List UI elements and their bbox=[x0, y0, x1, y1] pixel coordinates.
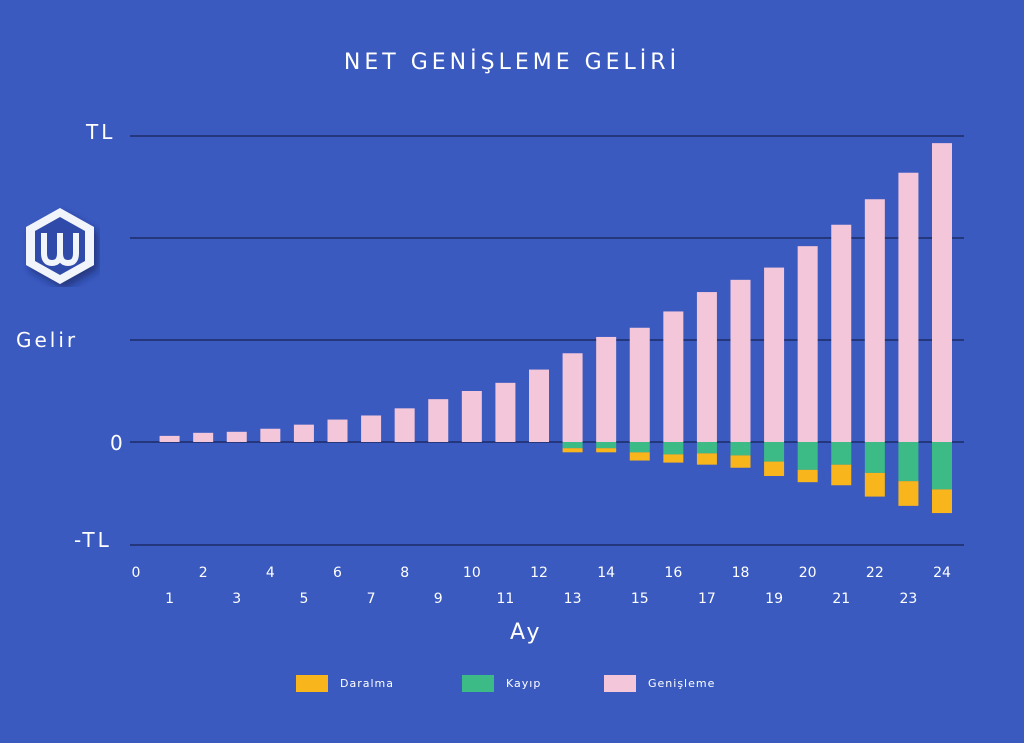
bar-genisleme bbox=[864, 199, 885, 442]
x-tick-label: 4 bbox=[266, 565, 275, 581]
bar-genisleme bbox=[495, 382, 516, 442]
bar-genisleme bbox=[696, 292, 717, 442]
x-tick-label: 6 bbox=[333, 565, 342, 581]
bar-genisleme bbox=[730, 279, 751, 442]
bar-daralma bbox=[596, 448, 617, 453]
bar-daralma bbox=[898, 481, 919, 506]
bar-genisleme bbox=[327, 419, 348, 442]
bars bbox=[159, 143, 952, 514]
x-tick-label: 16 bbox=[664, 565, 682, 581]
bar-genisleme bbox=[663, 311, 684, 442]
legend-label-genisleme: Genişleme bbox=[648, 677, 716, 690]
x-tick-label: 10 bbox=[463, 565, 481, 581]
bar-genisleme bbox=[898, 172, 919, 442]
bar-genisleme bbox=[797, 246, 818, 442]
x-tick-label: 12 bbox=[530, 565, 548, 581]
bar-genisleme bbox=[260, 428, 281, 442]
x-tick-label: 20 bbox=[799, 565, 817, 581]
y-tick-top: TL bbox=[86, 120, 116, 144]
legend-swatch-genisleme bbox=[604, 675, 636, 692]
bar-daralma bbox=[797, 469, 818, 483]
bar-genisleme bbox=[159, 435, 180, 442]
bar-daralma bbox=[831, 464, 852, 486]
bar-genisleme bbox=[562, 353, 583, 442]
bar-kayip bbox=[663, 442, 684, 455]
legend-swatch-daralma bbox=[296, 675, 328, 692]
bar-daralma bbox=[562, 448, 583, 453]
bar-genisleme bbox=[932, 143, 952, 442]
chart-title: NET GENİŞLEME GELİRİ bbox=[343, 50, 681, 75]
bar-daralma bbox=[932, 489, 952, 514]
x-tick-label: 15 bbox=[631, 591, 649, 607]
legend-label-kayip: Kayıp bbox=[506, 677, 542, 690]
x-tick-label: 13 bbox=[564, 591, 582, 607]
bar-daralma bbox=[663, 454, 684, 463]
legend-genisleme: Genişleme bbox=[604, 675, 715, 692]
bar-kayip bbox=[797, 442, 818, 470]
x-tick-label: 17 bbox=[698, 591, 716, 607]
x-tick-label: 24 bbox=[933, 565, 951, 581]
bar-kayip bbox=[764, 442, 785, 462]
x-axis-label: Ay bbox=[510, 620, 543, 645]
bar-genisleme bbox=[193, 432, 214, 442]
bar-daralma bbox=[864, 472, 885, 497]
legend-kayip: Kayıp bbox=[462, 675, 541, 692]
bar-genisleme bbox=[629, 327, 650, 442]
x-tick-label: 19 bbox=[765, 591, 783, 607]
x-tick-label: 14 bbox=[597, 565, 615, 581]
bar-kayip bbox=[596, 442, 617, 449]
y-tick-bottom: -TL bbox=[74, 528, 112, 552]
brand-logo-icon bbox=[26, 208, 94, 284]
bar-genisleme bbox=[596, 336, 617, 442]
x-tick-label: 8 bbox=[400, 565, 409, 581]
bar-daralma bbox=[764, 461, 785, 476]
x-tick-label: 21 bbox=[832, 591, 850, 607]
x-tick-label: 11 bbox=[497, 591, 515, 607]
bar-kayip bbox=[831, 442, 852, 465]
bar-kayip bbox=[696, 442, 717, 454]
bar-genisleme bbox=[428, 399, 449, 442]
bar-genisleme bbox=[394, 408, 415, 442]
x-tick-label: 2 bbox=[199, 565, 208, 581]
bar-daralma bbox=[730, 455, 751, 468]
x-tick-label: 18 bbox=[732, 565, 750, 581]
x-tick-label: 0 bbox=[132, 565, 141, 581]
x-tick-label: 1 bbox=[165, 591, 174, 607]
bar-kayip bbox=[730, 442, 751, 456]
bar-kayip bbox=[898, 442, 919, 482]
x-tick-label: 23 bbox=[900, 591, 918, 607]
x-tick-label: 9 bbox=[434, 591, 443, 607]
bar-genisleme bbox=[361, 415, 382, 442]
bar-daralma bbox=[629, 452, 650, 461]
legend-daralma: Daralma bbox=[296, 675, 394, 692]
x-tick-label: 22 bbox=[866, 565, 884, 581]
bar-genisleme bbox=[293, 424, 314, 442]
bar-genisleme bbox=[764, 267, 785, 442]
bar-kayip bbox=[932, 442, 952, 490]
x-tick-label: 5 bbox=[299, 591, 308, 607]
bar-genisleme bbox=[461, 391, 482, 442]
bar-genisleme bbox=[226, 431, 247, 442]
y-axis-label: Gelir bbox=[16, 328, 79, 352]
legend-label-daralma: Daralma bbox=[340, 677, 394, 690]
bar-genisleme bbox=[831, 224, 852, 442]
x-tick-label: 7 bbox=[367, 591, 376, 607]
bar-genisleme bbox=[529, 369, 549, 442]
bar-kayip bbox=[864, 442, 885, 473]
bar-daralma bbox=[696, 453, 717, 465]
x-tick-label: 3 bbox=[232, 591, 241, 607]
legend-swatch-kayip bbox=[462, 675, 494, 692]
bar-kayip bbox=[562, 442, 583, 449]
y-tick-zero: 0 bbox=[110, 431, 126, 455]
bar-kayip bbox=[629, 442, 650, 453]
